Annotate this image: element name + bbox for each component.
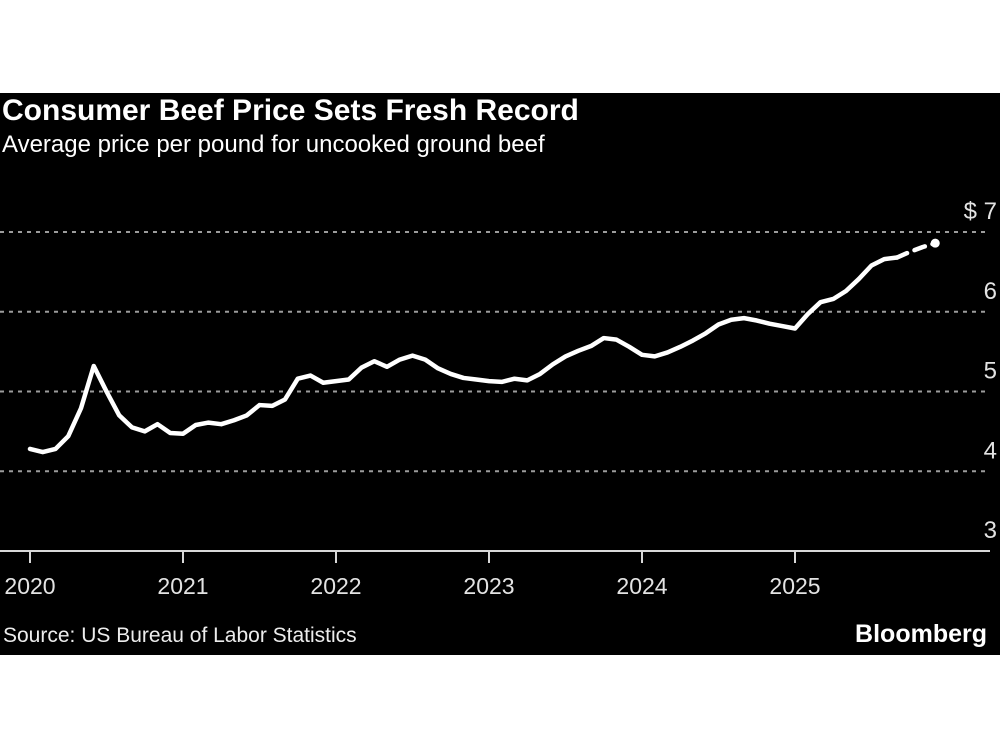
y-tick-label-4: 4 xyxy=(984,437,997,464)
chart-subtitle: Average price per pound for uncooked gro… xyxy=(2,131,545,158)
x-tick-label-2024: 2024 xyxy=(616,573,667,599)
x-tick-label-2025: 2025 xyxy=(769,573,820,599)
y-tick-label-6: 6 xyxy=(984,278,997,305)
x-tick-label-2022: 2022 xyxy=(310,573,361,599)
y-tick-label-7: $ 7 xyxy=(964,198,997,225)
source-text: Source: US Bureau of Labor Statistics xyxy=(3,624,357,647)
y-tick-label-5: 5 xyxy=(984,358,997,385)
price-line-plot: 2020 2021 2022 2023 2024 2025 $ 7 6 5 4 3 xyxy=(0,198,997,599)
chart-title: Consumer Beef Price Sets Fresh Record xyxy=(2,94,579,127)
y-tick-label-3: 3 xyxy=(984,517,997,544)
x-tick-label-2021: 2021 xyxy=(157,573,208,599)
latest-point-dot xyxy=(930,238,940,248)
beef-price-chart: Consumer Beef Price Sets Fresh Record Av… xyxy=(0,93,1000,655)
x-tick-label-2023: 2023 xyxy=(463,573,514,599)
x-tick-label-2020: 2020 xyxy=(4,573,55,599)
bloomberg-logo: Bloomberg xyxy=(855,620,987,648)
price-line-solid xyxy=(27,255,900,455)
price-line-dashed-estimate xyxy=(894,240,938,260)
